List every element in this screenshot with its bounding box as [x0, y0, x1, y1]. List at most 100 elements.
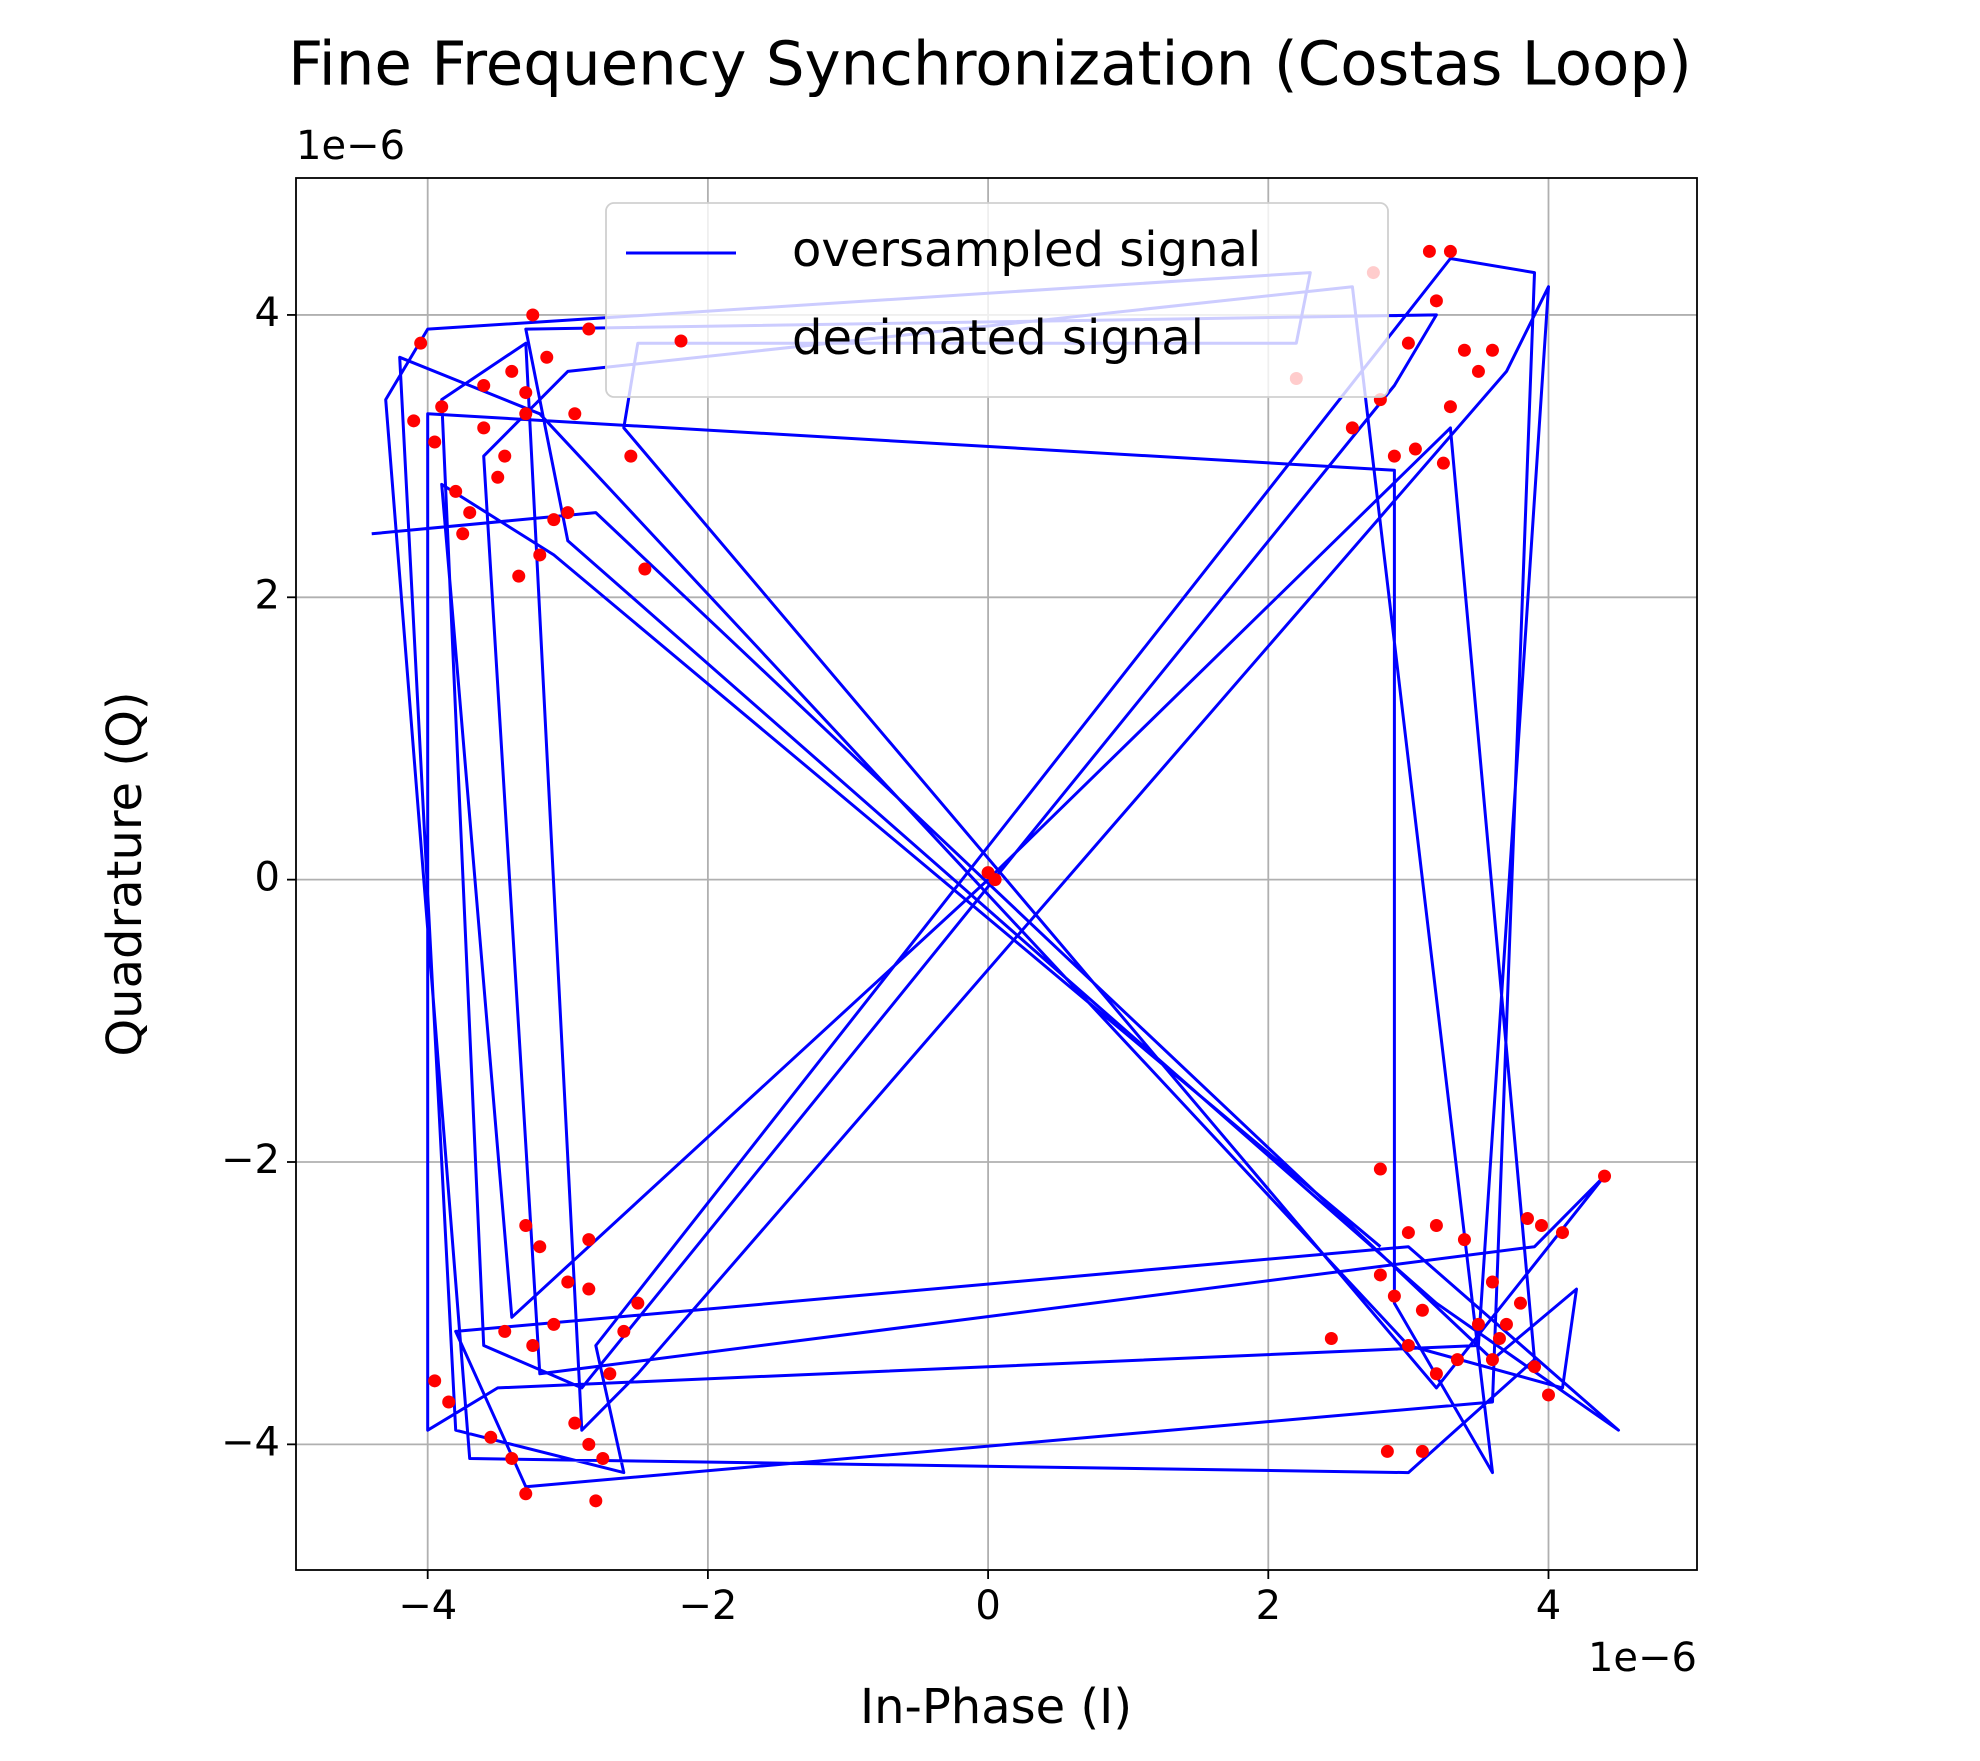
scatter-point: [547, 1317, 561, 1331]
scatter-point: [624, 449, 638, 463]
scatter-point: [988, 873, 1002, 887]
scatter-point: [1457, 343, 1471, 357]
scatter-point: [1401, 1339, 1415, 1353]
y-tick-label: 4: [255, 290, 280, 336]
scatter-point: [617, 1324, 631, 1338]
scatter-point: [477, 421, 491, 435]
scatter-point: [1429, 294, 1443, 308]
scatter-point: [449, 484, 463, 498]
scatter-point: [547, 513, 561, 527]
scatter-point: [631, 1296, 645, 1310]
scatter-point: [1387, 449, 1401, 463]
scatter-point: [1429, 1367, 1443, 1381]
scatter-point: [582, 1437, 596, 1451]
scatter-point: [533, 548, 547, 562]
scatter-point: [1598, 1169, 1612, 1183]
scatter-point: [1471, 364, 1485, 378]
y-tick-label: 0: [255, 855, 280, 901]
scatter-point: [582, 1282, 596, 1296]
scatter-point: [498, 449, 512, 463]
scatter-point: [414, 336, 428, 350]
y-offset-label: 1e−6: [296, 123, 405, 169]
scatter-point: [435, 400, 449, 414]
legend-swatch: [674, 334, 688, 348]
x-offset-label: 1e−6: [1588, 1635, 1697, 1681]
scatter-point: [1415, 1444, 1429, 1458]
scatter-point: [1401, 1226, 1415, 1240]
scatter-point: [561, 1275, 575, 1289]
scatter-point: [568, 407, 582, 421]
scatter-point: [533, 1240, 547, 1254]
scatter-point: [1471, 1317, 1485, 1331]
y-tick-label: 2: [255, 572, 280, 618]
legend-label: decimated signal: [792, 310, 1204, 366]
scatter-point: [1345, 421, 1359, 435]
scatter-point: [512, 569, 526, 583]
scatter-point: [1492, 1331, 1506, 1345]
scatter-point: [1520, 1211, 1534, 1225]
scatter-point: [1429, 1219, 1443, 1233]
scatter-point: [603, 1367, 617, 1381]
legend-label: oversampled signal: [792, 222, 1261, 278]
scatter-point: [582, 322, 596, 336]
legend-box: [605, 202, 1389, 398]
scatter-point: [1450, 1353, 1464, 1367]
scatter-point: [1541, 1388, 1555, 1402]
legend: oversampled signal decimated signal: [605, 202, 1389, 398]
axes-frame: [295, 177, 1698, 1571]
y-tick-label: −2: [221, 1137, 280, 1183]
scatter-point: [407, 414, 421, 428]
scatter-point: [505, 1451, 519, 1465]
scatter-point: [526, 1339, 540, 1353]
y-axis-label: Quadrature (Q): [97, 691, 153, 1056]
scatter-point: [1373, 1268, 1387, 1282]
line-series: [371, 257, 1620, 1489]
scatter-point: [1324, 1331, 1338, 1345]
scatter-point: [1534, 1219, 1548, 1233]
scatter-point: [1499, 1317, 1513, 1331]
scatter-point: [582, 1233, 596, 1247]
scatter-point: [589, 1494, 603, 1508]
scatter-point: [568, 1416, 582, 1430]
scatter-point: [519, 386, 533, 400]
scatter-point: [1527, 1360, 1541, 1374]
scatter-point: [498, 1324, 512, 1338]
scatter-point: [491, 470, 505, 484]
scatter-point: [1436, 456, 1450, 470]
scatter-point: [638, 562, 652, 576]
scatter-point: [428, 1374, 442, 1388]
scatter-point: [428, 435, 442, 449]
scatter-point: [1485, 1353, 1499, 1367]
scatter-point: [561, 506, 575, 520]
scatter-point: [1401, 336, 1415, 350]
scatter-point: [1556, 1226, 1570, 1240]
x-axis-label: In-Phase (I): [860, 1679, 1132, 1735]
scatter-point: [1513, 1296, 1527, 1310]
scatter-point: [456, 527, 470, 541]
scatter-point: [1408, 442, 1422, 456]
scatter-point: [1457, 1233, 1471, 1247]
scatter-point: [442, 1395, 456, 1409]
scatter-point: [519, 1219, 533, 1233]
scatter-point: [519, 1487, 533, 1501]
scatter-point: [596, 1451, 610, 1465]
x-tick-label: −4: [398, 1583, 457, 1629]
scatter-point: [1485, 1275, 1499, 1289]
scatter-point: [1443, 244, 1457, 258]
scatter-point: [1415, 1303, 1429, 1317]
x-tick-label: −2: [678, 1583, 737, 1629]
scatter-point: [519, 407, 533, 421]
x-tick-label: 2: [1256, 1583, 1281, 1629]
scatter-point: [505, 364, 519, 378]
x-tick-label: 0: [975, 1583, 1000, 1629]
scatter-point: [540, 350, 554, 364]
y-tick-label: −4: [221, 1419, 280, 1465]
scatter-point: [1373, 1162, 1387, 1176]
axes: −4 −2 0 2 4 −4 −2 0 2 4: [221, 177, 1698, 1629]
scatter-point: [1422, 244, 1436, 258]
scatter-point: [484, 1430, 498, 1444]
x-tick-label: 4: [1536, 1583, 1561, 1629]
chart-title: Fine Frequency Synchronization (Costas L…: [288, 29, 1692, 100]
